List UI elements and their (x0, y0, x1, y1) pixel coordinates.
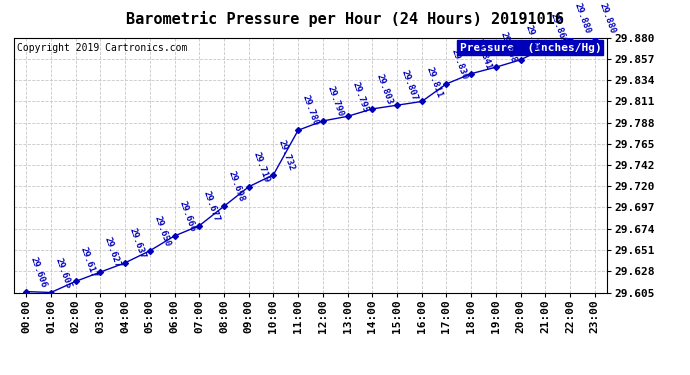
Text: 29.650: 29.650 (152, 214, 172, 248)
Text: Copyright 2019 Cartronics.com: Copyright 2019 Cartronics.com (17, 43, 187, 52)
Text: 29.627: 29.627 (103, 236, 123, 269)
Text: 29.811: 29.811 (424, 65, 444, 99)
Text: 29.856: 29.856 (524, 24, 543, 57)
Text: 29.880: 29.880 (598, 2, 617, 35)
Text: 29.841: 29.841 (474, 38, 493, 71)
Text: Pressure  (Inches/Hg): Pressure (Inches/Hg) (460, 43, 601, 52)
Text: 29.666: 29.666 (177, 200, 197, 233)
Text: 29.880: 29.880 (573, 2, 593, 35)
Text: 29.719: 29.719 (251, 151, 271, 184)
Text: 29.807: 29.807 (400, 69, 420, 102)
Text: 29.637: 29.637 (128, 226, 148, 260)
Text: 29.732: 29.732 (276, 139, 296, 172)
Text: 29.869: 29.869 (548, 12, 568, 45)
Text: 29.848: 29.848 (499, 31, 518, 64)
Text: 29.617: 29.617 (79, 245, 98, 279)
Text: Barometric Pressure per Hour (24 Hours) 20191016: Barometric Pressure per Hour (24 Hours) … (126, 11, 564, 27)
Text: 29.677: 29.677 (202, 190, 221, 223)
Text: 29.606: 29.606 (29, 255, 48, 289)
Text: 29.605: 29.605 (54, 256, 73, 290)
Text: 29.803: 29.803 (375, 73, 395, 106)
Text: 29.790: 29.790 (326, 85, 345, 118)
Text: 29.830: 29.830 (449, 48, 469, 81)
Text: 29.795: 29.795 (351, 80, 370, 114)
Text: 29.780: 29.780 (301, 94, 320, 128)
Text: 29.698: 29.698 (227, 170, 246, 204)
